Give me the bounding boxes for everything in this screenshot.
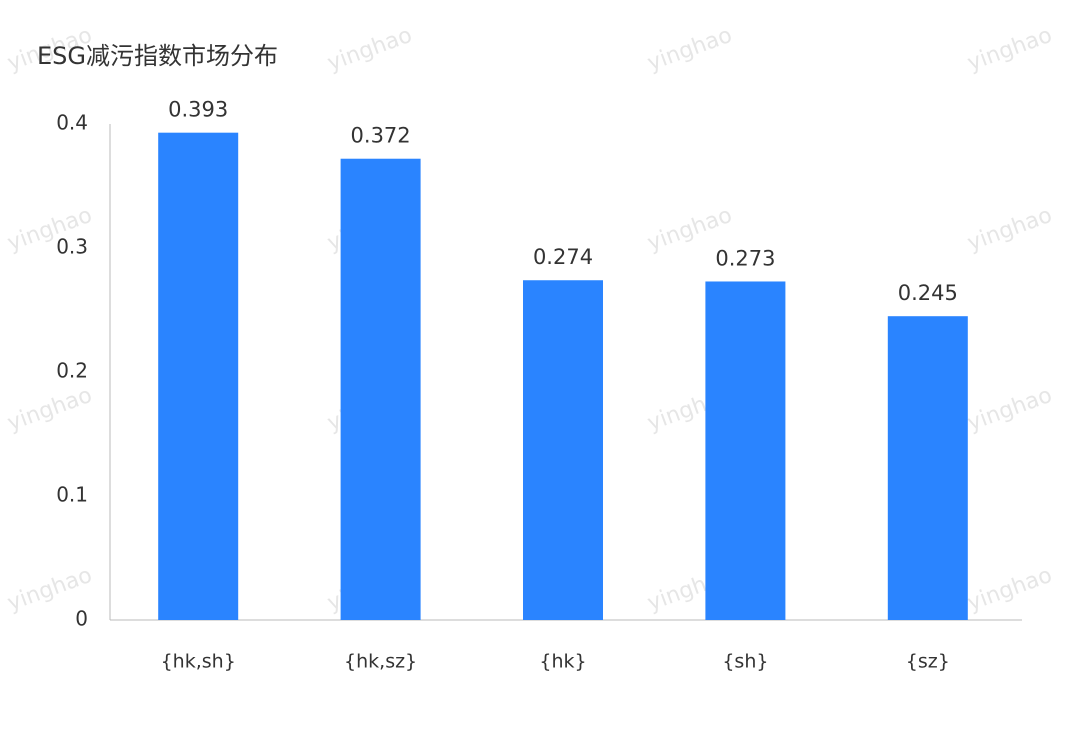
bar: [523, 280, 603, 620]
y-tick-label: 0.4: [56, 111, 88, 135]
x-tick-label: {sh}: [722, 651, 768, 673]
y-tick-label: 0.3: [56, 235, 88, 259]
x-tick-label: {sz}: [906, 651, 950, 673]
bar: [705, 281, 786, 620]
watermark: yinghao: [964, 203, 1055, 257]
watermark: yinghao: [324, 23, 415, 77]
x-tick-label: {hk}: [539, 651, 586, 673]
watermark: yinghao: [964, 563, 1055, 617]
watermark: yinghao: [964, 383, 1055, 437]
watermark: yinghao: [964, 23, 1055, 77]
value-label: 0.274: [533, 245, 593, 269]
bar: [887, 316, 968, 620]
y-tick-label: 0.1: [56, 483, 88, 507]
y-tick-label: 0.2: [56, 359, 88, 383]
value-label: 0.273: [715, 246, 775, 270]
watermark: yinghao: [4, 383, 95, 437]
chart-title: ESG减污指数市场分布: [37, 42, 278, 70]
value-label: 0.245: [898, 281, 958, 305]
value-label: 0.372: [351, 124, 411, 148]
bar: [340, 158, 421, 620]
x-tick-label: {hk,sz}: [344, 651, 417, 673]
bar: [158, 132, 239, 620]
watermark: yinghao: [644, 23, 735, 77]
value-label: 0.393: [168, 98, 228, 122]
x-tick-label: {hk,sh}: [161, 651, 236, 673]
y-tick-label: 0: [75, 607, 88, 631]
